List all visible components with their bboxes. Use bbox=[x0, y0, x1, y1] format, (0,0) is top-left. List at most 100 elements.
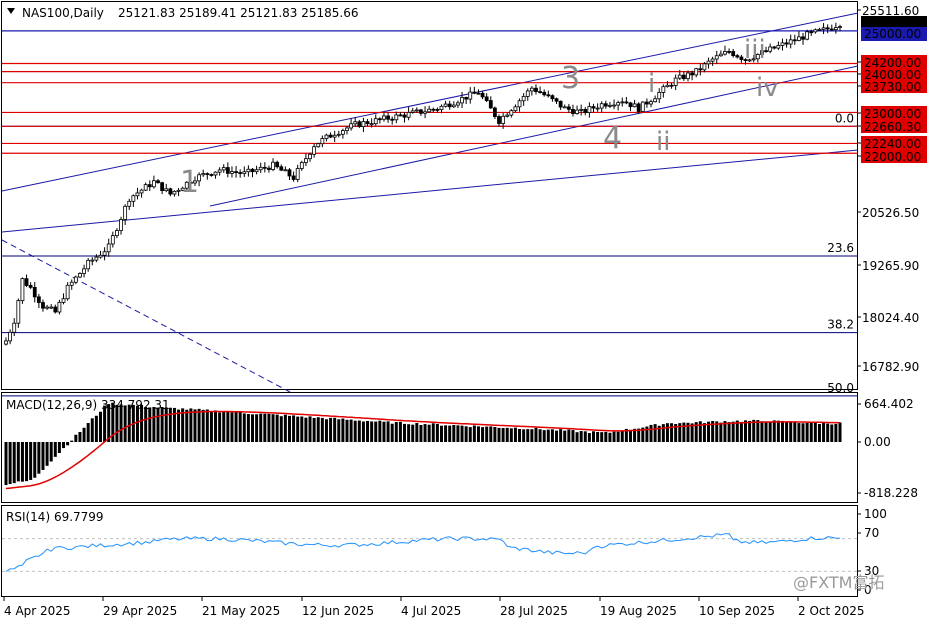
macd-bar bbox=[361, 421, 365, 442]
macd-bar bbox=[431, 423, 435, 442]
price-tick-label: 24200.00 bbox=[864, 56, 921, 70]
candle-body bbox=[764, 50, 768, 53]
fib-label-0: 0.0 bbox=[835, 111, 854, 125]
macd-bar bbox=[513, 427, 517, 442]
candle-body bbox=[546, 94, 551, 97]
candle-body bbox=[57, 301, 62, 313]
collapse-triangle-icon[interactable] bbox=[7, 8, 15, 14]
candle-body bbox=[234, 171, 238, 173]
macd-bar bbox=[690, 423, 694, 442]
candle-body bbox=[32, 287, 37, 298]
macd-bar bbox=[468, 427, 472, 442]
macd-bar bbox=[341, 418, 345, 442]
candle-body bbox=[41, 302, 45, 309]
macd-bar bbox=[115, 404, 119, 442]
candle-body bbox=[460, 97, 464, 104]
macd-bar bbox=[382, 421, 386, 442]
macd-bar bbox=[678, 423, 682, 442]
candle-body bbox=[788, 39, 793, 45]
macd-bar bbox=[624, 428, 628, 442]
candle-body bbox=[65, 284, 70, 300]
channel-lower bbox=[209, 65, 859, 207]
macd-bar bbox=[571, 430, 575, 442]
candle-body bbox=[53, 306, 58, 313]
macd-bar bbox=[686, 422, 690, 442]
candle-body bbox=[188, 181, 193, 184]
macd-bar bbox=[608, 432, 612, 442]
macd-bar bbox=[653, 424, 657, 442]
candle-body bbox=[431, 108, 436, 111]
macd-bar bbox=[234, 411, 238, 442]
macd-bar bbox=[591, 431, 595, 442]
candle-body bbox=[792, 39, 797, 42]
candle-body bbox=[681, 74, 686, 80]
macd-bar bbox=[398, 421, 402, 442]
candle-body bbox=[86, 259, 91, 270]
macd-bar bbox=[427, 424, 431, 442]
macd-bar bbox=[181, 408, 185, 442]
candle-body bbox=[608, 104, 612, 107]
candle-body bbox=[612, 104, 616, 107]
macd-bar bbox=[776, 420, 780, 442]
candle-body bbox=[98, 254, 103, 258]
rsi-tick-label: 70 bbox=[864, 526, 879, 540]
candle-body bbox=[369, 123, 374, 126]
candle-body bbox=[838, 26, 842, 28]
candle-body bbox=[283, 169, 288, 172]
macd-bar bbox=[238, 412, 242, 442]
macd-bar bbox=[637, 428, 641, 442]
candle-body bbox=[279, 166, 284, 171]
macd-bar bbox=[633, 428, 637, 442]
candle-body bbox=[575, 109, 579, 114]
macd-bar bbox=[205, 409, 209, 442]
macd-bar bbox=[670, 423, 674, 442]
candle-body bbox=[435, 109, 440, 111]
candle-body bbox=[414, 109, 419, 112]
macd-bar bbox=[407, 424, 411, 442]
candle-body bbox=[817, 28, 822, 31]
macd-bar bbox=[144, 407, 148, 442]
macd-bar bbox=[98, 411, 102, 442]
macd-bar bbox=[600, 432, 604, 442]
candle-body bbox=[221, 167, 226, 171]
wave-label-1: 1 bbox=[180, 165, 199, 200]
macd-tick-label: 0.00 bbox=[864, 435, 891, 449]
candle-body bbox=[127, 200, 132, 207]
candle-body bbox=[291, 175, 296, 180]
candle-body bbox=[595, 107, 600, 110]
candle-body bbox=[534, 87, 538, 92]
macd-bar bbox=[275, 414, 279, 442]
candle-body bbox=[797, 36, 801, 41]
price-tick-label: 22000.00 bbox=[864, 150, 921, 164]
fib-label-2: 38.2 bbox=[827, 318, 854, 332]
time-tick-label: 4 Apr 2025 bbox=[4, 604, 71, 618]
current-price-label: 25185.66 bbox=[864, 16, 921, 30]
candle-body bbox=[45, 306, 49, 309]
level-tag bbox=[861, 106, 927, 120]
candle-body bbox=[349, 123, 354, 129]
macd-bar bbox=[386, 421, 390, 442]
candle-body bbox=[591, 106, 596, 109]
macd-bar bbox=[649, 424, 653, 442]
candle-body bbox=[250, 168, 255, 173]
time-tick-label: 28 Jul 2025 bbox=[500, 604, 568, 618]
channel-lower-long bbox=[1, 149, 859, 233]
rsi-tick-label: 30 bbox=[864, 564, 879, 578]
macd-bar bbox=[665, 423, 669, 442]
macd-bar bbox=[817, 424, 821, 442]
candle-body bbox=[382, 115, 386, 120]
macd-bar bbox=[752, 419, 756, 442]
candle-body bbox=[698, 68, 703, 71]
macd-bar bbox=[263, 413, 267, 442]
candle-body bbox=[550, 95, 555, 100]
macd-bar bbox=[357, 420, 361, 442]
candle-body bbox=[833, 27, 838, 31]
wave-label-iii: iii bbox=[744, 35, 766, 65]
candle-body bbox=[542, 91, 547, 96]
candle-body bbox=[525, 90, 530, 97]
candle-body bbox=[336, 133, 341, 136]
candle-body bbox=[164, 188, 169, 192]
macd-bar bbox=[575, 432, 579, 442]
macd-bar bbox=[37, 442, 41, 474]
candle-body bbox=[402, 114, 407, 118]
